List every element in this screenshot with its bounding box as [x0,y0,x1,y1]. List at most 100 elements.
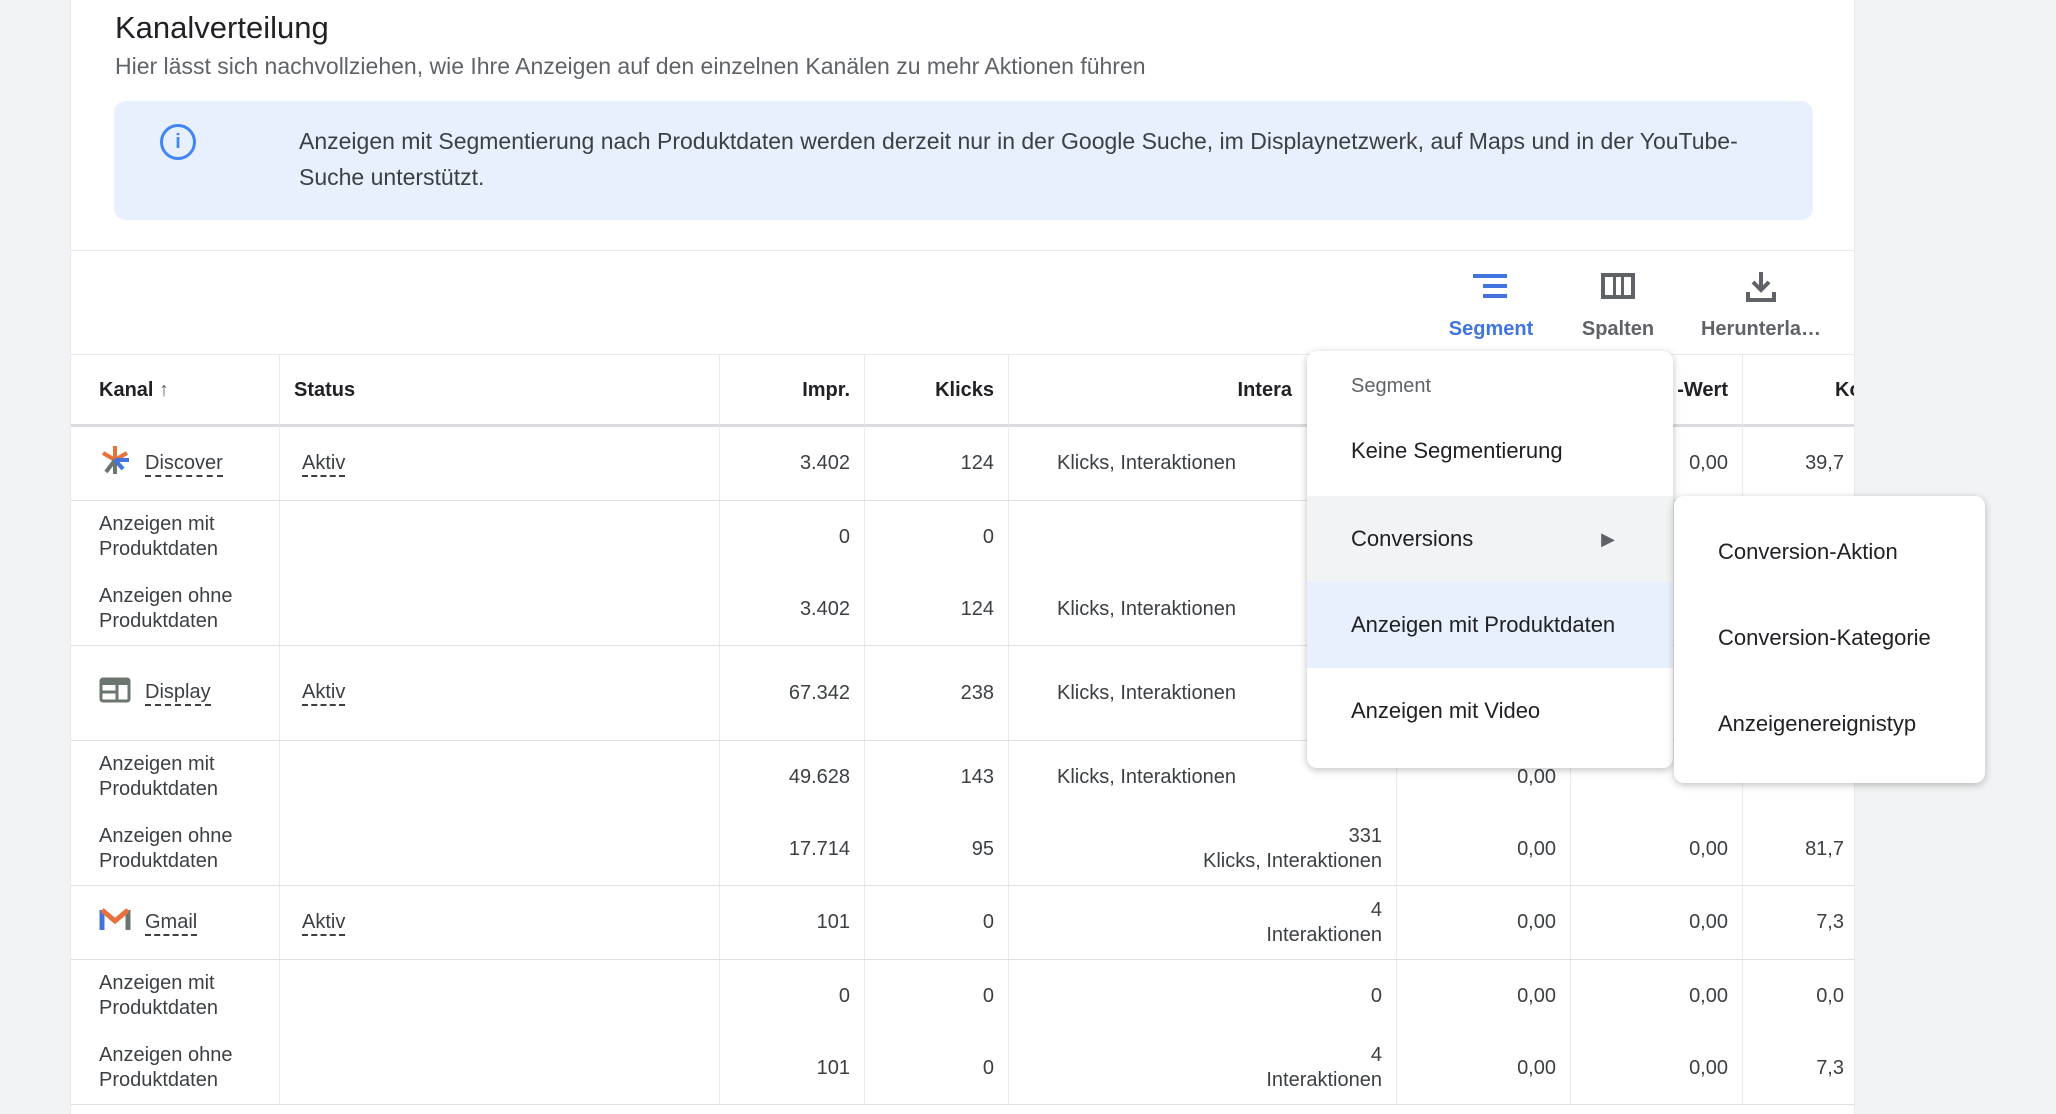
impressions-cell: 101 [719,886,864,959]
conversion-value: 0,00 [1689,984,1728,1007]
interactions-value: 331 [1348,825,1382,847]
download-button[interactable]: Herunterla… [1691,268,1831,341]
interactions-cell: Klicks, Interaktionen [1008,427,1396,500]
impressions-value: 101 [816,1056,850,1079]
info-text: Anzeigen mit Segmentierung nach Produktd… [299,128,1738,190]
menu-item-video[interactable]: Anzeigen mit Video [1307,668,1673,754]
interactions-cell: 4 Interaktionen [1008,1032,1396,1104]
submenu-item-ad-event-type[interactable]: Anzeigenereignistyp [1718,711,1917,736]
col6-cell: 0,00 [1396,741,1570,813]
impressions-value: 0 [838,984,850,1007]
col6-value: 0,00 [1517,765,1556,788]
menu-item-conversions[interactable]: Conversions ▶ [1307,496,1673,582]
cost-cell: 0,0 [1742,960,1854,1032]
sort-ascending-icon: ↑ [159,379,170,401]
channel-cell: Gmail [71,886,279,959]
table-row: Discover Aktiv 3.402 124 Klicks, Interaktion… [71,427,1854,501]
header-label: Kanal [99,379,154,401]
menu-item-no-segmentation[interactable]: Keine Segmentierung [1307,408,1673,494]
status-link[interactable]: Aktiv [302,910,346,936]
column-header-impressions[interactable]: Impr. [719,355,864,425]
interactions-type: Interaktionen [1266,1069,1382,1091]
impressions-value: 101 [816,911,850,933]
channel-link[interactable]: Gmail [145,910,198,936]
column-header-clicks[interactable]: Klicks [864,355,1008,425]
table-header: Kanal ↑ Status Impr. Klicks Intera -Wert… [71,354,1854,427]
clicks-value: 143 [960,765,994,788]
submenu-arrow-icon: ▶ [1601,529,1615,549]
segment-label-cell: Anzeigen ohne Produktdaten [71,1032,279,1104]
clicks-value: 124 [960,597,994,620]
value-cell [1570,741,1742,813]
cost-cell: 81,7 [1742,813,1854,885]
impressions-value: 3.402 [799,597,850,620]
download-label: Herunterla… [1700,318,1822,340]
clicks-cell: 124 [864,573,1008,645]
segment-label: Anzeigen ohne Produktdaten [99,1044,233,1091]
interactions-type: Interaktionen [1266,923,1382,946]
impressions-value: 49.628 [788,765,850,788]
cost-value: 0,0 [1816,984,1844,1007]
menu-item-label: Anzeigen mit Video [1351,698,1541,723]
submenu-item-conversion-action[interactable]: Conversion-Aktion [1718,539,1898,564]
status-link[interactable]: Aktiv [302,680,346,706]
status-link[interactable]: Aktiv [302,451,346,477]
segment-menu: Segment Keine Segmentierung Conversions ▶… [1307,351,1673,768]
clicks-cell: 143 [864,741,1008,813]
clicks-cell: 238 [864,646,1008,740]
clicks-value: 238 [960,681,994,704]
status-cell [279,501,719,573]
info-icon: i [160,124,196,160]
clicks-cell: 124 [864,427,1008,500]
clicks-value: 0 [982,525,994,548]
column-header-channel[interactable]: Kanal ↑ [71,355,279,425]
channel-link[interactable]: Discover [145,451,223,477]
impressions-cell: 17.714 [719,813,864,885]
impressions-cell: 101 [719,1032,864,1104]
info-banner: i Anzeigen mit Segmentierung nach Produk… [114,101,1813,220]
menu-item-product-data[interactable]: Anzeigen mit Produktdaten [1307,582,1673,668]
table-body: Discover Aktiv 3.402 124 Klicks, Interaktion… [71,427,1854,1105]
impressions-value: 0 [838,525,850,548]
impressions-value: 3.402 [799,452,850,474]
segment-label-cell: Anzeigen mit Produktdaten [71,501,279,573]
impressions-cell: 0 [719,960,864,1032]
conversion-value: 0,00 [1689,837,1728,860]
clicks-value: 0 [982,1056,994,1079]
conversions-submenu: Conversion-Aktion Conversion-Kategorie A… [1674,496,1985,783]
menu-item-label: Conversions [1351,526,1474,551]
segment-group: Anzeigen mit Produktdaten 49.628 143 Klicks… [71,741,1854,886]
status-cell: Aktiv [279,886,719,959]
interactions-cell: Klicks, Interaktionen [1008,573,1396,645]
channel-cell: Display [71,646,279,740]
segment-row: Anzeigen ohne Produktdaten 3.402 124 Klicks… [71,573,1854,645]
column-header-status[interactable]: Status [279,355,719,425]
col6-value: 0,00 [1517,911,1556,933]
clicks-value: 95 [971,837,994,860]
channel-link[interactable]: Display [145,680,211,706]
page-subtitle: Hier lässt sich nachvollziehen, wie Ihre… [115,53,1146,79]
segment-button[interactable]: Segment [1446,268,1536,341]
impressions-cell: 3.402 [719,427,864,500]
table-row: Display Aktiv 67.342 238 Klicks, Interaktion… [71,646,1854,741]
interactions-cell: Klicks, Interaktionen [1008,741,1396,813]
interactions-type: Klicks, Interaktionen [1203,850,1382,872]
column-header-cost[interactable]: Kos [1742,355,1854,425]
interactions-type: Klicks, Interaktionen [1057,452,1236,474]
interactions-type: Klicks, Interaktionen [1057,681,1236,704]
clicks-value: 0 [982,984,994,1007]
clicks-value: 0 [982,911,994,933]
cost-value: 7,3 [1816,1056,1844,1079]
channel-cell: Discover [71,427,279,500]
impressions-cell: 67.342 [719,646,864,740]
status-cell [279,813,719,885]
column-header-interactions[interactable]: Intera [1008,355,1396,425]
columns-button[interactable]: Spalten [1573,268,1663,341]
download-icon [1691,268,1831,304]
interactions-cell: 0 [1008,960,1396,1032]
columns-icon [1573,268,1663,304]
segment-group: Anzeigen mit Produktdaten 0 0 0 0,00 0,00 0,0 A… [71,960,1854,1105]
submenu-item-conversion-category[interactable]: Conversion-Kategorie [1718,625,1931,650]
columns-label: Spalten [1581,318,1655,340]
value-cell: 0,00 [1570,960,1742,1032]
